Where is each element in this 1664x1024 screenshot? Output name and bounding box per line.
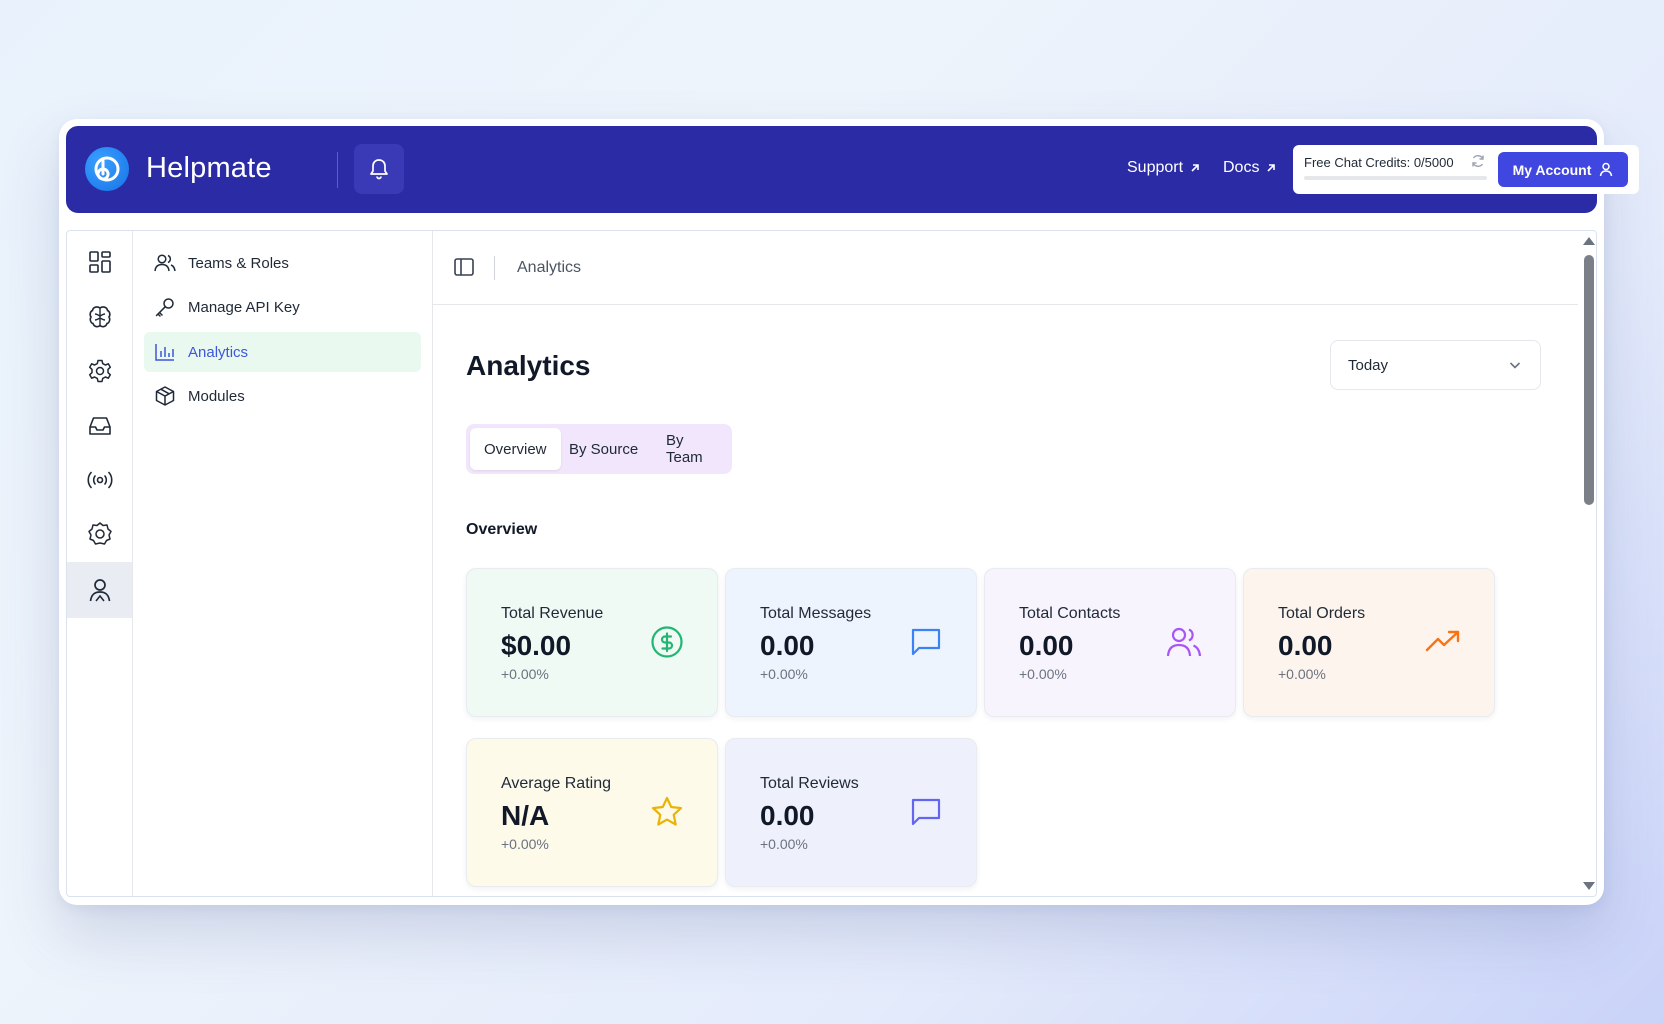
broadcast-icon <box>87 471 112 489</box>
external-arrow-icon <box>1267 164 1276 172</box>
chat-credits-label: Free Chat Credits: 0/5000 <box>1304 155 1454 170</box>
chat-credits-panel: Free Chat Credits: 0/5000 My Account <box>1293 145 1639 194</box>
page-title: Analytics <box>466 350 591 381</box>
stat-card-label: Total Orders <box>1278 605 1366 622</box>
stat-card-delta: +0.00% <box>1019 666 1067 682</box>
submenu-item-modules[interactable]: Modules <box>144 376 421 416</box>
bar-chart-icon <box>155 344 174 361</box>
stat-card-delta: +0.00% <box>501 666 549 682</box>
scroll-up-arrow[interactable] <box>1583 237 1595 245</box>
stat-card-label: Total Contacts <box>1019 605 1121 622</box>
stat-card-delta: +0.00% <box>760 666 808 682</box>
app-window: Helpmate Support Docs Free Chat Credits:… <box>59 119 1639 905</box>
rail-item-ai[interactable] <box>67 289 132 345</box>
app-title: Helpmate <box>146 152 272 184</box>
top-navbar: Helpmate Support Docs Free Chat Credits:… <box>66 126 1639 213</box>
dollar-circle-icon <box>651 626 683 658</box>
stat-card-average-rating: Average Rating N/A +0.00% <box>466 738 718 887</box>
stat-card-total-messages: Total Messages 0.00 +0.00% <box>725 568 977 717</box>
stat-card-value: 0.00 <box>760 800 815 831</box>
submenu-item-analytics[interactable]: Analytics <box>144 332 421 372</box>
trending-up-icon <box>1425 630 1460 652</box>
stat-card-total-orders: Total Orders 0.00 +0.00% <box>1243 568 1495 717</box>
support-link-label: Support <box>1127 159 1184 176</box>
stat-card-label: Total Messages <box>760 605 872 622</box>
analytics-content: Analytics Analytics Today Overview By So… <box>433 231 1596 896</box>
submenu-item-manage-api-key[interactable]: Manage API Key <box>144 287 421 327</box>
stat-card-label: Total Reviews <box>760 775 859 792</box>
submenu-item-teams-roles[interactable]: Teams & Roles <box>144 243 421 283</box>
notifications-button[interactable] <box>354 144 404 194</box>
dashboard-grid-icon <box>88 251 111 273</box>
stat-card-value: 0.00 <box>760 630 815 661</box>
breadcrumb-divider <box>494 256 495 280</box>
stat-card-total-reviews: Total Reviews 0.00 +0.00% <box>725 738 977 887</box>
my-account-button[interactable]: My Account <box>1498 152 1628 187</box>
stat-card-value: 0.00 <box>1019 630 1074 661</box>
submenu-item-label: Analytics <box>188 343 249 361</box>
submenu-item-label: Manage API Key <box>188 298 300 316</box>
brain-icon <box>88 306 111 328</box>
helpmate-logo[interactable] <box>85 147 129 191</box>
stat-card-delta: +0.00% <box>1278 666 1326 682</box>
refresh-icon[interactable] <box>1470 153 1486 169</box>
user-icon <box>89 579 110 602</box>
section-title: Overview <box>466 521 538 538</box>
rail-item-account[interactable] <box>67 562 132 618</box>
inbox-icon <box>88 417 111 435</box>
rail-item-settings[interactable] <box>67 343 132 399</box>
main-frame: Teams & Roles Manage API Key Analytics <box>66 230 1597 897</box>
box-icon <box>155 386 175 406</box>
stat-card-total-contacts: Total Contacts 0.00 +0.00% <box>984 568 1236 717</box>
message-square-icon <box>911 628 941 656</box>
account-submenu: Teams & Roles Manage API Key Analytics <box>133 231 433 896</box>
sidebar-toggle-icon[interactable] <box>453 256 475 278</box>
tab-overview[interactable]: Overview <box>470 428 561 470</box>
external-arrow-icon <box>1191 164 1199 172</box>
date-range-value: Today <box>1348 356 1389 374</box>
settings-badge-icon <box>87 522 112 545</box>
gear-icon <box>88 359 111 383</box>
rail-item-broadcast[interactable] <box>67 452 132 508</box>
docs-link[interactable]: Docs <box>1223 159 1277 177</box>
users-icon <box>154 254 176 272</box>
topbar-divider <box>337 152 338 188</box>
stat-card-delta: +0.00% <box>760 836 808 852</box>
users-icon <box>1166 627 1202 657</box>
stat-card-value: 0.00 <box>1278 630 1333 661</box>
vertical-scrollbar[interactable] <box>1579 231 1596 896</box>
submenu-item-label: Modules <box>188 387 245 405</box>
rail-item-advanced-settings[interactable] <box>67 506 132 562</box>
support-link[interactable]: Support <box>1127 159 1201 177</box>
stat-card-label: Total Revenue <box>501 605 604 622</box>
key-icon <box>155 298 174 317</box>
breadcrumb-current: Analytics <box>517 259 582 276</box>
rail-item-inbox[interactable] <box>67 398 132 454</box>
chat-credits-progress <box>1304 176 1487 180</box>
logo-mark-icon <box>94 156 120 182</box>
docs-link-label: Docs <box>1223 159 1260 176</box>
scroll-down-arrow[interactable] <box>1583 882 1595 890</box>
rail-item-dashboard[interactable] <box>67 234 132 290</box>
icon-rail <box>67 231 133 896</box>
analytics-tabs: Overview By Source By Team <box>466 424 732 474</box>
stat-card-delta: +0.00% <box>501 836 549 852</box>
stat-card-total-revenue: Total Revenue $0.00 +0.00% <box>466 568 718 717</box>
chevron-down-icon <box>1509 362 1521 369</box>
date-range-select[interactable]: Today <box>1330 340 1541 390</box>
star-icon <box>651 796 683 826</box>
submenu-item-label: Teams & Roles <box>188 254 289 272</box>
scrollbar-thumb[interactable] <box>1584 255 1594 505</box>
my-account-label: My Account <box>1512 161 1592 178</box>
stat-card-label: Average Rating <box>501 775 611 792</box>
stat-card-value: $0.00 <box>501 630 572 661</box>
message-square-icon <box>911 798 941 826</box>
tab-by-team[interactable]: By Team <box>666 432 703 466</box>
user-icon <box>1600 162 1613 177</box>
tab-by-source[interactable]: By Source <box>569 440 639 458</box>
stat-card-value: N/A <box>501 800 550 831</box>
breadcrumb: Analytics <box>433 231 1578 305</box>
bell-icon <box>370 159 388 180</box>
